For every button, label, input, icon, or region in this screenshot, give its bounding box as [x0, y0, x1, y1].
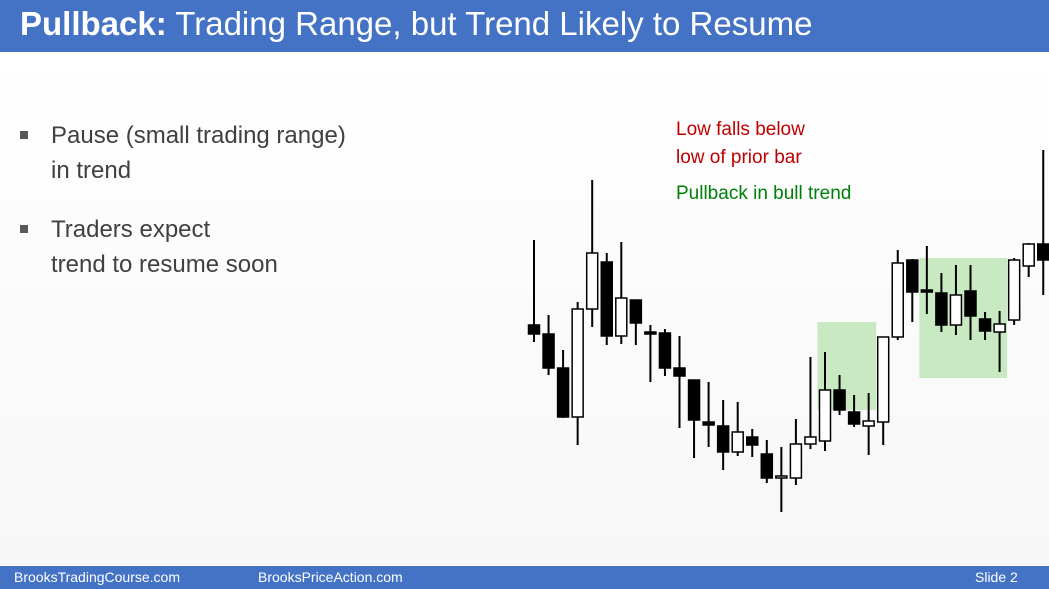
- bear-candle-body: [629, 299, 643, 324]
- candle: [789, 419, 803, 485]
- candle: [746, 429, 759, 457]
- bear-candle-body: [556, 367, 570, 418]
- bear-candle-body: [920, 289, 934, 293]
- square-bullet-icon: [20, 131, 28, 139]
- candle: [876, 336, 890, 445]
- bull-candle-body: [615, 297, 628, 337]
- bear-candle-body: [687, 379, 701, 421]
- bear-candle-body: [600, 261, 613, 337]
- bullet-list: Pause (small trading range) in trend Tra…: [20, 118, 346, 306]
- candle: [920, 246, 934, 314]
- bull-candle-body: [993, 323, 1006, 333]
- footer-link-brookspriceaction[interactable]: BrooksPriceAction.com: [258, 569, 403, 585]
- candle: [585, 180, 599, 327]
- bull-candle-body: [1007, 259, 1021, 321]
- candle: [556, 350, 570, 418]
- candle: [1022, 243, 1035, 277]
- candle: [1037, 150, 1049, 295]
- candle: [978, 312, 992, 340]
- candle: [527, 240, 541, 342]
- bear-candle-body: [658, 332, 672, 369]
- bull-candle-body: [571, 308, 584, 418]
- candle: [818, 352, 832, 451]
- candle: [600, 253, 613, 345]
- bull-candle-body: [789, 443, 803, 479]
- slide-title-bold: Pullback:: [20, 5, 167, 42]
- candle: [731, 402, 744, 456]
- bear-candle-body: [527, 324, 541, 335]
- bullet-text-line: trend to resume soon: [51, 251, 278, 278]
- bullet-item: Pause (small trading range) in trend: [20, 118, 346, 188]
- candle: [847, 395, 861, 427]
- candle: [760, 440, 774, 483]
- candle: [702, 382, 715, 447]
- footer-link-brookstradingcourse[interactable]: BrooksTradingCourse.com: [14, 569, 180, 585]
- candle: [716, 400, 730, 470]
- candle: [1007, 258, 1021, 325]
- bear-candle-body: [978, 318, 992, 332]
- bullet-text-line: Pause (small trading range): [51, 122, 346, 149]
- candle: [644, 325, 657, 382]
- candle: [833, 375, 846, 415]
- candle: [906, 259, 919, 322]
- slide-title-text: Trading Range, but Trend Likely to Resum…: [175, 5, 813, 42]
- bear-candle-body: [1037, 243, 1049, 261]
- bear-candle-body: [847, 411, 861, 425]
- slide-number: Slide 2: [975, 569, 1018, 585]
- bull-candle-body: [775, 475, 788, 479]
- bear-candle-body: [716, 425, 730, 453]
- bull-candle-body: [891, 262, 904, 338]
- annotation-low-of-prior-bar: low of prior bar: [676, 147, 802, 168]
- bull-candle-body: [804, 436, 817, 445]
- annotation-pullback-in-bull-trend: Pullback in bull trend: [676, 183, 852, 204]
- bull-candle-body: [1022, 243, 1035, 267]
- candle: [615, 242, 628, 344]
- pullback-highlight-box: [919, 258, 1008, 378]
- bear-candle-body: [702, 421, 715, 426]
- candle: [964, 265, 977, 340]
- candle: [993, 311, 1006, 372]
- bull-candle-body: [949, 294, 963, 326]
- bear-candle-body: [746, 436, 759, 446]
- bull-candle-body: [876, 336, 890, 423]
- bullet-text-line: Traders expect: [51, 216, 211, 243]
- candle: [571, 302, 584, 445]
- candle: [804, 357, 817, 449]
- candle: [687, 379, 701, 458]
- slide-background: [0, 52, 1049, 565]
- bull-candle-body: [731, 431, 744, 453]
- square-bullet-icon: [20, 225, 28, 233]
- bull-candle-body: [862, 420, 875, 427]
- bear-candle-body: [542, 333, 555, 369]
- candle: [775, 447, 788, 512]
- annotation-low-falls-below: Low falls below: [676, 119, 805, 140]
- bear-candle-body: [964, 290, 977, 317]
- bear-candle-body: [760, 453, 774, 479]
- candle: [629, 299, 643, 345]
- candle: [891, 250, 904, 340]
- bear-candle-body: [833, 389, 846, 411]
- bear-candle-body: [906, 259, 919, 293]
- title-bar: Pullback: Trading Range, but Trend Likel…: [0, 0, 1049, 52]
- candle: [658, 329, 672, 376]
- bull-candle-body: [818, 389, 832, 442]
- candle: [673, 336, 686, 428]
- bear-candle-body: [673, 367, 686, 377]
- candle: [935, 273, 948, 332]
- candle: [949, 265, 963, 335]
- bullet-item: Traders expect trend to resume soon: [20, 212, 346, 282]
- bear-candle-body: [935, 292, 948, 326]
- footer-bar: BrooksTradingCourse.com BrooksPriceActio…: [0, 566, 1049, 589]
- candle: [542, 315, 555, 375]
- slide-title: Pullback: Trading Range, but Trend Likel…: [20, 5, 812, 43]
- candle: [862, 393, 875, 455]
- bear-candle-body: [644, 331, 657, 335]
- bullet-text-line: in trend: [51, 157, 132, 184]
- bull-candle-body: [585, 252, 599, 310]
